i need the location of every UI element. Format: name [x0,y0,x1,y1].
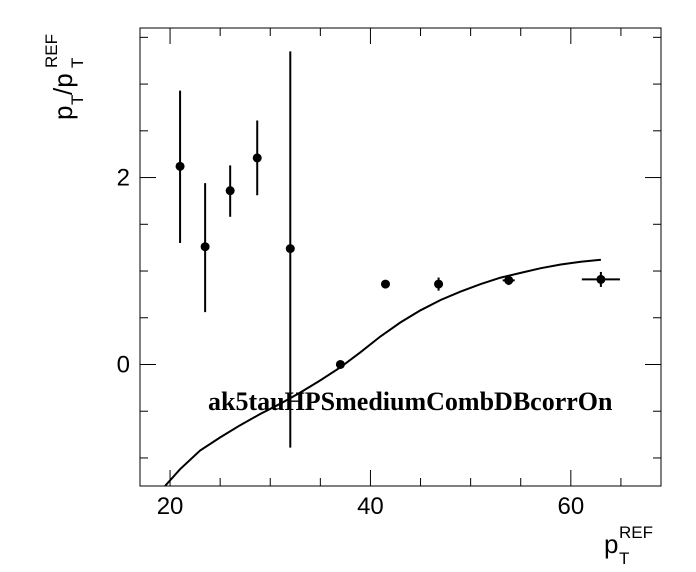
x-axis-title-sub: T [619,549,629,568]
plot-frame [139,27,662,487]
data-point [596,274,606,284]
data-point [434,279,444,289]
data-point [285,244,295,254]
y-axis-title-base: p [48,106,78,120]
x-tick-label: 40 [357,493,384,520]
data-point [175,161,185,171]
fit-curve-layer [164,258,601,486]
y-axis-title-sup: REF [42,34,61,68]
data-point [380,279,390,289]
data-point [225,186,235,196]
x-axis-title: p T REF [604,523,653,568]
data-point [252,153,262,163]
y-tick-labels: 02 [117,165,130,379]
chart-annotation: ak5tauHPSmediumCombDBcorrOn [208,387,613,416]
axis-ticks [140,28,661,486]
data-point [335,359,345,369]
x-tick-label: 60 [557,493,584,520]
y-axis-title-mid: /p [48,73,78,95]
data-point [504,275,514,285]
x-tick-labels: 20 40 60 [157,493,584,520]
fit-curve [164,258,601,486]
y-axis-title-sub2: T [68,58,87,68]
y-axis-title: p T /p T REF [42,34,87,120]
y-tick-label: 0 [117,351,130,378]
y-axis-title-sub: T [68,95,87,105]
x-axis-title-sup: REF [619,523,653,542]
data-point [200,242,210,252]
y-tick-label: 2 [117,165,130,192]
x-axis-title-base: p [604,529,618,559]
data-points-layer [175,51,620,448]
x-tick-label: 20 [157,493,184,520]
